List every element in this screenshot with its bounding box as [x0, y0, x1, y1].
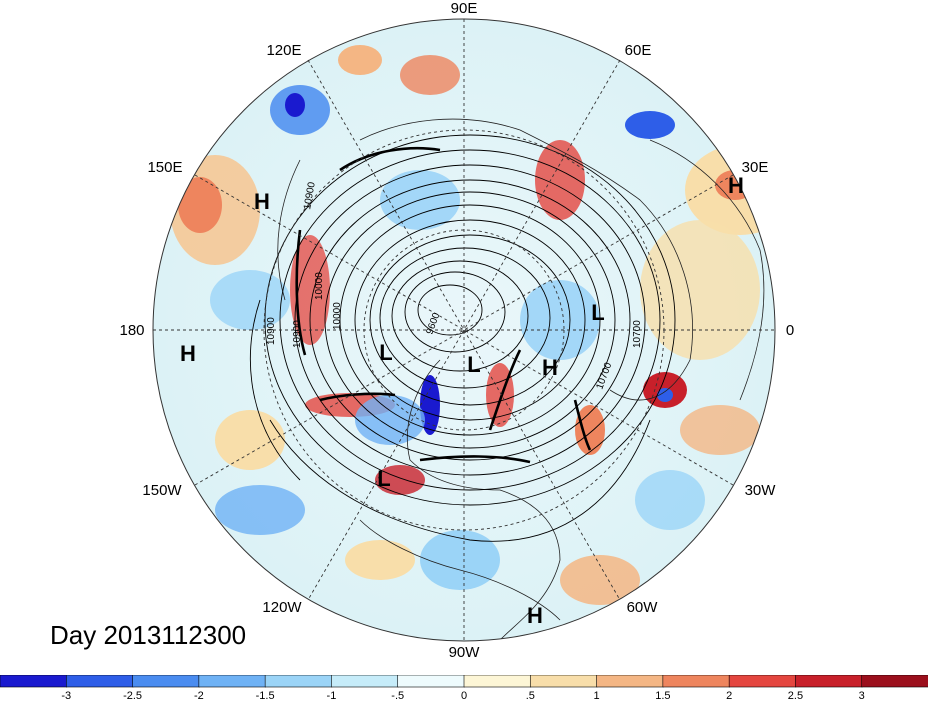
high-label: H: [728, 173, 744, 198]
low-label: L: [379, 340, 392, 365]
colorbar-tick-label: 3: [859, 690, 865, 702]
colorbar-box: [795, 675, 863, 688]
low-label: L: [591, 300, 604, 325]
contour-label: 10700: [632, 320, 643, 348]
colorbar-box: [65, 675, 134, 688]
colorbar-ticks: -3 -2.5 -2 -1.5 -1 -.5 0 .5 1 1.5 2 2.5 3: [61, 690, 864, 702]
colorbar-tick-label: 2.5: [788, 690, 803, 702]
lon-label-0: 0: [786, 322, 794, 339]
lon-label-30e: 30E: [742, 159, 769, 176]
contour-label: 10000: [332, 302, 343, 330]
lon-label-30w: 30W: [745, 482, 777, 499]
colorbar-box: [397, 675, 465, 688]
colorbar-boxes: [0, 675, 928, 688]
lon-label-180: 180: [119, 322, 144, 339]
high-label: H: [254, 189, 270, 214]
colorbar-tick-label: 1: [594, 690, 600, 702]
colorbar-box: [463, 675, 532, 688]
lon-label-90w: 90W: [449, 644, 481, 661]
colorbar-tick-label: -1: [327, 690, 337, 702]
colorbar-tick-label: -1.5: [256, 690, 275, 702]
lon-label-90e: 90E: [451, 0, 478, 17]
contour-label: 10900: [266, 317, 277, 345]
coastlines: [277, 118, 765, 641]
contour-label: 10900: [302, 181, 318, 211]
colorbar-tick-label: .5: [526, 690, 535, 702]
lon-label-120e: 120E: [266, 42, 301, 59]
colorbar-box: [596, 675, 664, 688]
low-label: L: [467, 352, 480, 377]
high-label: H: [180, 341, 196, 366]
colorbar-box: [264, 675, 333, 688]
colorbar-tick-label: -3: [61, 690, 71, 702]
pressure-systems: H H H L L L L H H: [180, 173, 744, 628]
colorbar-box: [331, 675, 399, 688]
contour-label: 10900: [292, 320, 303, 348]
longitude-labels: 90E 60E 30E 0 30W 60W 90W 120W 150W 180 …: [119, 0, 794, 661]
colorbar-box: [529, 675, 598, 688]
height-contours: [249, 134, 676, 542]
colorbar-box: [662, 675, 730, 688]
colorbar: -3 -2.5 -2 -1.5 -1 -.5 0 .5 1 1.5 2 2.5 3: [0, 675, 928, 702]
high-label: H: [542, 355, 558, 380]
day-label: Day 2013112300: [50, 620, 247, 650]
colorbar-tick-label: 0: [461, 690, 467, 702]
colorbar-box: [728, 675, 797, 688]
colorbar-tick-label: -2.5: [123, 690, 142, 702]
lon-label-60w: 60W: [627, 599, 659, 616]
anomaly-field: [153, 19, 775, 641]
colorbar-tick-label: 2: [726, 690, 732, 702]
colorbar-box: [0, 675, 68, 688]
lon-label-150w: 150W: [142, 482, 182, 499]
lon-label-150e: 150E: [147, 159, 182, 176]
polar-stereographic-map: 90E 60E 30E 0 30W 60W 90W 120W 150W 180 …: [119, 0, 794, 661]
colorbar-box: [132, 675, 200, 688]
lon-label-60e: 60E: [625, 42, 652, 59]
contour-label: 10000: [314, 272, 325, 300]
colorbar-box: [861, 675, 928, 688]
low-label: L: [377, 466, 390, 491]
jet-contours: [295, 146, 592, 464]
colorbar-tick-label: -.5: [391, 690, 404, 702]
lon-label-120w: 120W: [262, 599, 302, 616]
colorbar-box: [198, 675, 266, 688]
colorbar-tick-label: 1.5: [655, 690, 670, 702]
colorbar-tick-label: -2: [194, 690, 204, 702]
graticule: [152, 18, 776, 642]
high-label: H: [527, 603, 543, 628]
